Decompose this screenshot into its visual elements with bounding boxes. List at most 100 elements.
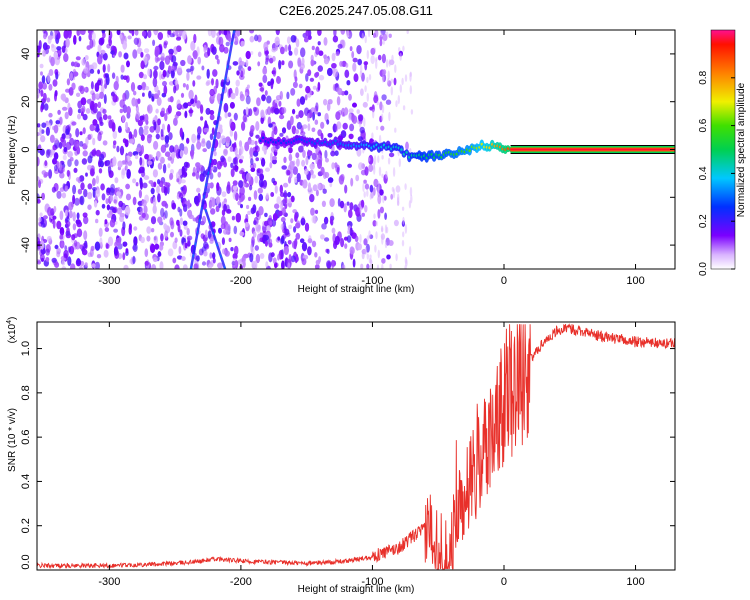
noise-blob [61, 266, 67, 269]
noise-blob [80, 182, 85, 191]
noise-blob [336, 166, 340, 175]
noise-blob [56, 46, 62, 51]
noise-blob [40, 240, 45, 250]
noise-blob [170, 231, 174, 238]
noise-blob [153, 181, 157, 188]
noise-blob [186, 227, 190, 236]
noise-blob [373, 213, 376, 219]
noise-blob [87, 30, 93, 34]
noise-blob [281, 107, 287, 114]
noise-blob [82, 113, 88, 121]
noise-blob [279, 132, 284, 137]
noise-blob [364, 246, 367, 255]
noise-blob [195, 162, 201, 168]
carrier-core [405, 151, 408, 154]
noise-blob [373, 95, 379, 104]
noise-blob [355, 174, 360, 182]
noise-blob [223, 30, 228, 36]
noise-blob [53, 152, 59, 160]
noise-blob [253, 220, 257, 226]
noise-blob [349, 202, 354, 211]
noise-blob [125, 248, 129, 254]
noise-blob [122, 114, 125, 123]
noise-blob [105, 198, 109, 205]
noise-blob [194, 195, 199, 205]
noise-blob [152, 204, 157, 214]
noise-blob [266, 95, 272, 104]
noise-blob [385, 59, 389, 68]
noise-blob [79, 131, 83, 136]
noise-blob [137, 84, 143, 91]
noise-blob [368, 157, 371, 162]
noise-blob [94, 102, 98, 109]
noise-blob [120, 202, 126, 211]
noise-blob [331, 227, 336, 234]
noise-blob [248, 196, 252, 202]
noise-blob [239, 231, 245, 237]
noise-blob [92, 188, 96, 198]
y-tick-label: 0.4 [20, 474, 32, 489]
noise-blob [132, 178, 137, 184]
noise-blob [201, 215, 207, 224]
noise-blob [270, 192, 275, 197]
noise-blob [111, 207, 117, 214]
noise-blob [222, 248, 226, 255]
noise-blob [263, 41, 269, 51]
noise-blob [250, 167, 256, 172]
noise-blob [133, 37, 140, 45]
noise-blob [48, 55, 52, 63]
noise-blob [307, 69, 312, 77]
noise-blob [133, 128, 138, 138]
noise-blob [75, 56, 81, 61]
noise-blob [370, 47, 376, 55]
noise-blob [76, 258, 81, 265]
drift-line-highlight [190, 30, 235, 269]
noise-blob [307, 123, 311, 131]
noise-blob [87, 191, 93, 200]
noise-blob [43, 33, 47, 40]
noise-blob [97, 101, 102, 109]
noise-blob [139, 179, 143, 190]
noise-blob [216, 182, 220, 192]
noise-blob [167, 123, 171, 133]
noise-blob [227, 181, 231, 191]
noise-blob [115, 237, 122, 246]
noise-blob [369, 184, 374, 193]
noise-blob [395, 253, 398, 262]
noise-blob [167, 30, 172, 35]
noise-blob [127, 35, 132, 40]
noise-blob [304, 94, 308, 101]
noise-blob [372, 108, 375, 119]
noise-blob [378, 134, 382, 144]
noise-blob [290, 35, 297, 43]
noise-blob [164, 151, 171, 157]
noise-blob [372, 220, 377, 227]
noise-blob [101, 193, 106, 201]
noise-blob [91, 149, 97, 157]
noise-blob [190, 40, 196, 51]
noise-blob [53, 137, 59, 144]
noise-blob [125, 164, 128, 170]
noise-blob [150, 187, 155, 195]
noise-blob [143, 125, 149, 130]
noise-blob [181, 256, 186, 261]
noise-blob [300, 47, 306, 58]
carrier-core [468, 149, 471, 152]
noise-blob [327, 177, 334, 183]
noise-blob [288, 60, 294, 69]
noise-blob [192, 50, 198, 60]
noise-blob [260, 109, 265, 119]
noise-blob [111, 122, 116, 132]
noise-blob [349, 246, 355, 255]
noise-blob [77, 113, 81, 120]
noise-blob [40, 104, 44, 113]
noise-blob [305, 156, 309, 166]
noise-blob [227, 88, 231, 99]
noise-blob [167, 163, 171, 169]
noise-blob [203, 44, 207, 53]
noise-blob [287, 262, 291, 269]
noise-blob [131, 134, 134, 139]
noise-blob [163, 40, 169, 46]
noise-blob [352, 258, 356, 268]
noise-blob [348, 108, 354, 114]
